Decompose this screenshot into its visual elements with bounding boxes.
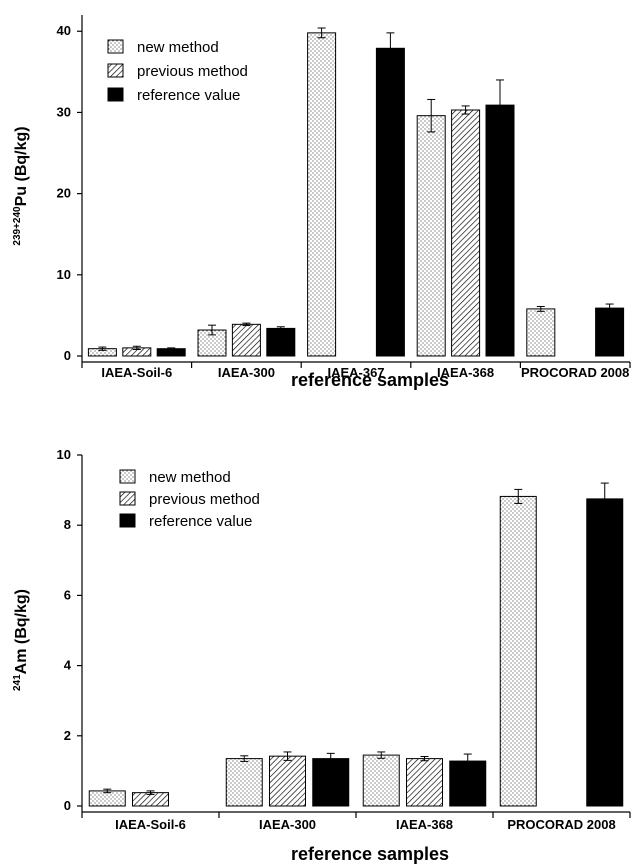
y-axis-title-main: Pu (Bq/kg) (13, 126, 30, 206)
y-tick-label: 2 (64, 728, 71, 743)
pu-chart: 0 10 20 30 40 IAEA-Soil-6 IAEA-300 IAEA-367 IAEA… (12, 15, 631, 390)
bar-solid (266, 327, 296, 357)
bar-dots (499, 495, 537, 807)
bar-solid (375, 47, 405, 357)
y-axis-title-superscript: 241 (12, 674, 23, 691)
bar-hatch (406, 758, 443, 807)
x-tick-label: IAEA-368 (396, 817, 453, 832)
bar-solid (485, 104, 515, 357)
legend-swatch (107, 39, 124, 54)
bar-hatch (451, 109, 481, 357)
x-tick-label: IAEA-367 (327, 365, 384, 380)
bar-hatch (269, 755, 306, 807)
legend-label: reference value (137, 87, 240, 104)
bar-dots (307, 32, 337, 357)
x-tick-label: PROCORAD 2008 (507, 817, 615, 832)
y-axis-title-main: Am (Bq/kg) (13, 589, 30, 674)
am-chart: 0 2 4 6 8 10 IAEA-Soil-6 IAEA-300 IAEA-368 PROCOR… (12, 447, 631, 864)
y-tick-label: 6 (64, 587, 71, 602)
y-tick-label: 10 (57, 267, 71, 282)
legend-label: previous method (149, 491, 260, 508)
y-axis-title: 241Am (Bq/kg) (12, 589, 30, 691)
x-tick-label: IAEA-368 (437, 365, 494, 380)
bar-solid (586, 498, 624, 807)
y-tick-label: 30 (57, 104, 71, 119)
bar-dots (526, 308, 556, 357)
x-axis-title: reference samples (291, 844, 449, 864)
legend-swatch (119, 491, 136, 506)
legend-swatch (107, 63, 124, 78)
legend-label: previous method (137, 63, 248, 80)
legend-label: reference value (149, 513, 252, 530)
x-axis-title: reference samples (291, 370, 449, 390)
bar-dots (362, 754, 400, 807)
legend-label: new method (149, 469, 231, 486)
y-tick-label: 0 (64, 798, 71, 813)
y-tick-label: 10 (57, 447, 71, 462)
x-tick-label: IAEA-Soil-6 (115, 817, 186, 832)
bar-dots (416, 115, 446, 357)
y-tick-label: 20 (57, 186, 71, 201)
x-tick-label: IAEA-Soil-6 (101, 365, 172, 380)
y-tick-label: 8 (64, 517, 71, 532)
x-tick-label: IAEA-300 (218, 365, 275, 380)
y-axis-title: 239+240Pu (Bq/kg) (12, 126, 30, 245)
y-tick-label: 4 (64, 658, 72, 673)
legend-swatch (107, 87, 124, 102)
x-tick-label: PROCORAD 2008 (521, 365, 629, 380)
bar-solid (312, 758, 350, 807)
bar-dots (88, 790, 126, 807)
legend-label: new method (137, 39, 219, 56)
bar-dots (225, 758, 263, 807)
bar-solid (595, 307, 625, 357)
bar-hatch (231, 323, 261, 357)
legend-swatch (119, 469, 136, 484)
legend-swatch (119, 513, 136, 528)
y-tick-label: 0 (64, 348, 71, 363)
x-tick-label: IAEA-300 (259, 817, 316, 832)
y-axis-title-superscript: 239+240 (12, 206, 23, 246)
y-tick-label: 40 (57, 23, 71, 38)
